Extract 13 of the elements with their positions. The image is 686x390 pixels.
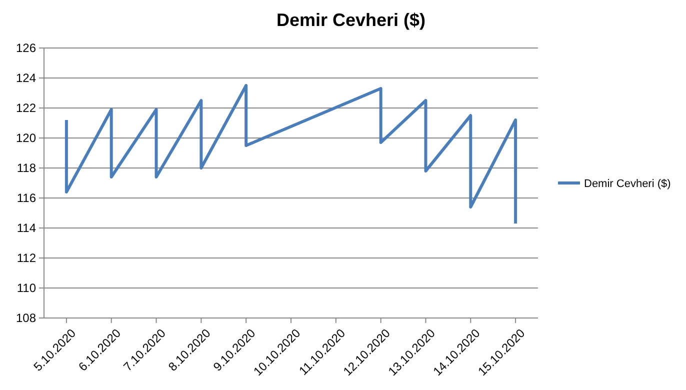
line-series: [64, 84, 518, 225]
y-tick-label: 122: [16, 101, 36, 116]
y-tick-label: 120: [16, 131, 36, 146]
y-tick-label: 126: [16, 41, 36, 56]
y-tick-label: 116: [16, 191, 36, 206]
legend-label: Demir Cevheri ($): [584, 178, 671, 190]
y-tick-label: 108: [16, 311, 36, 326]
y-tick-label: 112: [16, 251, 36, 266]
y-tick-label: 114: [16, 221, 36, 236]
y-tick-label: 110: [16, 281, 36, 296]
y-tick-label: 124: [16, 71, 36, 86]
y-tick-label: 118: [16, 161, 36, 176]
chart-title: Demir Cevheri ($): [276, 10, 426, 30]
